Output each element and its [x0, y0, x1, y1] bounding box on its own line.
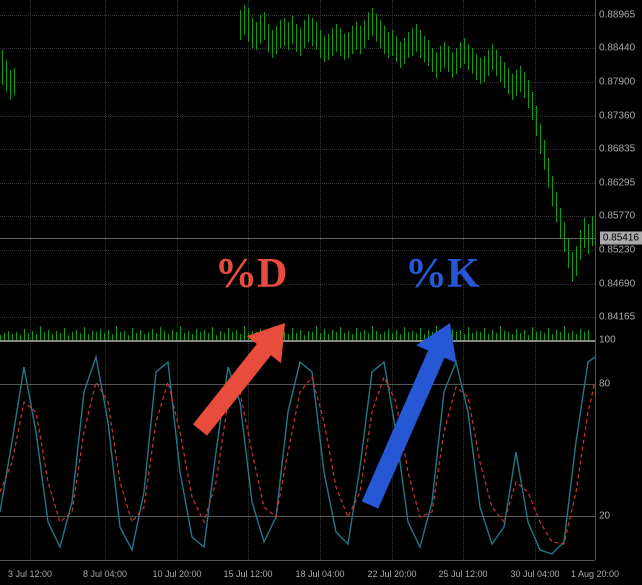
indicator-tick-label: 100	[599, 335, 616, 346]
price-tick-label: 0.88965	[599, 9, 635, 20]
price-panel	[0, 0, 595, 340]
price-tick-label: 0.84165	[599, 312, 635, 323]
price-tick-label: 0.87900	[599, 76, 635, 87]
price-tick-label: 0.86295	[599, 177, 635, 188]
time-tick-label: 8 Jul 04:00	[83, 569, 127, 579]
price-y-axis: 0.84165 0.84690 0.85230 0.85770 0.86295 0.868…	[595, 0, 642, 340]
time-tick-label: 15 Jul 12:00	[223, 569, 272, 579]
price-tick-label: 0.85230	[599, 244, 635, 255]
price-tick-label: 0.86835	[599, 143, 635, 154]
time-tick-label: 18 Jul 04:00	[295, 569, 344, 579]
time-tick-label: 3 Jul 12:00	[8, 569, 52, 579]
indicator-y-axis: 2080100	[595, 340, 642, 560]
time-tick-label: 30 Jul 04:00	[510, 569, 559, 579]
price-tick-label: 0.87360	[599, 110, 635, 121]
time-tick-label: 22 Jul 20:00	[367, 569, 416, 579]
stochastic-k-line	[0, 357, 595, 554]
indicator-tick-label: 80	[599, 379, 610, 390]
annotation-k-label: %K	[405, 250, 480, 298]
price-tick-label: 0.84690	[599, 278, 635, 289]
time-tick-label: 1 Aug 20:00	[571, 569, 619, 579]
trading-chart: 0.84165 0.84690 0.85230 0.85770 0.86295 0.868…	[0, 0, 642, 585]
current-price-badge: 0.85416	[600, 232, 642, 245]
stochastic-panel	[0, 340, 595, 560]
indicator-tick-label: 20	[599, 511, 610, 522]
time-tick-label: 10 Jul 20:00	[152, 569, 201, 579]
time-tick-label: 25 Jul 12:00	[438, 569, 487, 579]
time-x-axis: 3 Jul 12:00 8 Jul 04:00 10 Jul 20:00 15 Jul…	[0, 560, 595, 585]
annotation-d-label: %D	[215, 250, 287, 298]
price-tick-label: 0.85770	[599, 210, 635, 221]
price-tick-label: 0.88440	[599, 42, 635, 53]
